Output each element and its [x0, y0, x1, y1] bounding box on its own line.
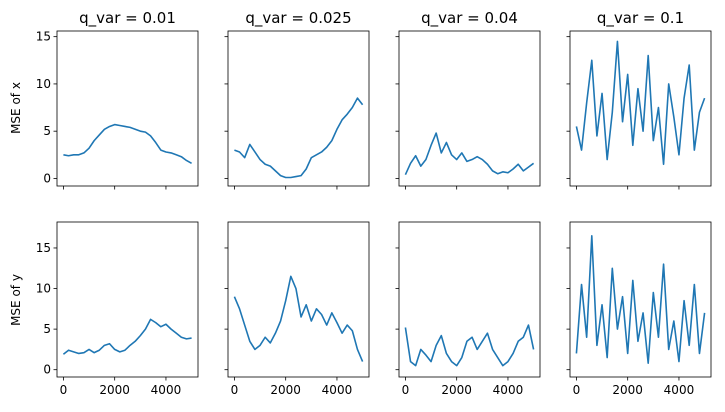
- x-tick-label: 2000: [270, 383, 301, 397]
- subplot-r2-c1: 0 5 10 15 0 2000 4000: [36, 221, 199, 397]
- subplot-r1-c4: q_var = 0.1: [566, 9, 712, 190]
- y-axis-label-row-2: MSE of y: [9, 274, 23, 326]
- subplot-title: q_var = 0.01: [79, 9, 176, 28]
- plot-frame: [56, 221, 199, 378]
- plot-frame: [569, 30, 712, 187]
- y-tick-label: 5: [43, 124, 51, 138]
- x-tick-label: 4000: [664, 383, 695, 397]
- subplot-r1-c3: q_var = 0.04: [395, 9, 541, 190]
- plot-frame: [227, 221, 370, 378]
- subplot-r2-c3: 0 2000 4000: [395, 221, 541, 397]
- y-tick-label: 5: [43, 322, 51, 336]
- x-tick-label: 4000: [151, 383, 182, 397]
- subplot-title: q_var = 0.04: [421, 9, 518, 28]
- plot-frame: [56, 30, 199, 187]
- series-line: [63, 123, 192, 165]
- series-line: [233, 275, 364, 362]
- x-tick-label: 4000: [493, 383, 524, 397]
- y-tick-label: 0: [43, 363, 51, 377]
- plot-frame: [227, 30, 370, 187]
- x-tick-label: 0: [402, 383, 410, 397]
- y-tick-label: 15: [36, 241, 51, 255]
- subplot-r2-c2: 0 2000 4000: [224, 221, 370, 397]
- series-line: [234, 97, 364, 179]
- plot-frame: [398, 221, 541, 378]
- x-tick-label: 2000: [441, 383, 472, 397]
- subplot-grid: 0 5 10 15 q_var = 0.01 q_var = 0.025 q_var = 0…: [36, 9, 712, 397]
- subplot-r1-c2: q_var = 0.025: [224, 9, 370, 190]
- y-tick-label: 15: [36, 30, 51, 44]
- series-line: [404, 132, 535, 175]
- y-tick-label: 10: [36, 282, 51, 296]
- x-tick-label: 0: [573, 383, 581, 397]
- subplot-title: q_var = 0.1: [597, 9, 684, 28]
- series-line: [575, 40, 706, 166]
- y-axis-label-row-1: MSE of x: [9, 82, 23, 134]
- series-line: [62, 318, 192, 355]
- series-line: [575, 235, 706, 365]
- x-tick-label: 0: [60, 383, 68, 397]
- plot-frame: [398, 30, 541, 187]
- subplot-r1-c1: 0 5 10 15 q_var = 0.01: [36, 9, 199, 190]
- x-tick-label: 0: [231, 383, 239, 397]
- x-tick-label: 4000: [322, 383, 353, 397]
- series-line: [404, 324, 535, 367]
- y-tick-label: 10: [36, 77, 51, 91]
- plot-frame: [569, 221, 712, 378]
- subplot-title: q_var = 0.025: [245, 9, 351, 28]
- x-tick-label: 2000: [99, 383, 130, 397]
- subplot-r2-c4: 0 2000 4000: [566, 221, 712, 397]
- x-tick-label: 2000: [612, 383, 643, 397]
- y-tick-label: 0: [43, 171, 51, 185]
